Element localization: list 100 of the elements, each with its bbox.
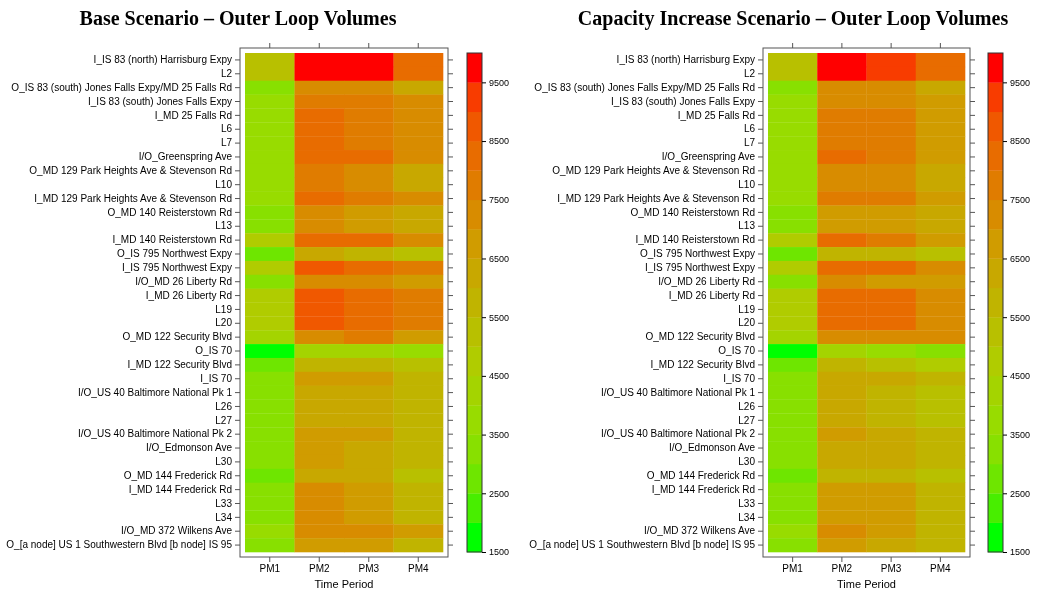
y-tick-label: I/O_US 40 Baltimore National Pk 1: [78, 386, 233, 398]
y-tick-label: L2: [220, 67, 233, 79]
y-tick-label: L13: [738, 220, 756, 232]
color-bar-label: 4500: [1010, 371, 1031, 382]
y-tick-label: I/O_MD 372 Wilkens Ave: [644, 525, 756, 537]
y-tick-label: I_IS 795 Northwest Expy: [121, 262, 232, 274]
y-tick-label: L20: [738, 317, 756, 329]
y-tick-label: L7: [220, 137, 233, 149]
y-tick-label: L10: [215, 178, 233, 190]
y-tick-label: I_IS 83 (south) Jones Falls Expy: [611, 95, 755, 107]
y-tick-label: I_IS 83 (north) Harrisburg Expy: [93, 54, 232, 66]
y-tick-label: O_MD 144 Frederick Rd: [123, 469, 232, 481]
y-tick-label: L6: [743, 123, 756, 135]
y-tick-label: I_MD 122 Security Blvd: [127, 359, 232, 371]
y-tick-label: L33: [215, 497, 233, 509]
x-axis-title: Time Period: [837, 578, 896, 590]
y-tick-label: I_MD 26 Liberty Rd: [145, 289, 232, 301]
y-tick-label: O_IS 70: [195, 345, 233, 357]
y-tick-label: L34: [738, 511, 756, 523]
y-tick-label: I/O_Greenspring Ave: [661, 151, 756, 163]
chart-title: Base Scenario – Outer Loop Volumes: [79, 7, 397, 30]
x-tick-label: PM1: [782, 563, 804, 575]
y-tick-label: L10: [738, 178, 756, 190]
y-tick-label: I_MD 144 Frederick Rd: [128, 483, 232, 495]
y-tick-label: I_IS 70: [200, 372, 233, 384]
y-tick-label: L26: [215, 400, 233, 412]
color-bar-label: 7500: [1010, 195, 1031, 206]
color-bar-label: 3500: [489, 429, 510, 440]
y-tick-label: I_IS 70: [723, 372, 756, 384]
color-bar-label: 5500: [1010, 312, 1031, 323]
y-tick-label: L6: [220, 123, 233, 135]
chart-title: Capacity Increase Scenario – Outer Loop Volumes: [577, 7, 1009, 30]
y-tick-label: L7: [743, 137, 756, 149]
x-tick-label: PM3: [358, 563, 380, 575]
y-tick-label: I_IS 83 (south) Jones Falls Expy: [88, 95, 232, 107]
y-tick-label: L13: [215, 220, 233, 232]
y-tick-label: L27: [215, 414, 233, 426]
y-tick-label: L33: [738, 497, 756, 509]
y-tick-label: I/O_MD 26 Liberty Rd: [658, 275, 755, 287]
y-tick-label: I/O_US 40 Baltimore National Pk 2: [78, 428, 233, 440]
y-tick-label: L19: [215, 303, 233, 315]
x-tick-label: PM2: [831, 563, 853, 575]
y-tick-label: I/O_MD 372 Wilkens Ave: [121, 525, 233, 537]
y-tick-label: O_MD 144 Frederick Rd: [646, 469, 755, 481]
color-bar-label: 9500: [1010, 77, 1031, 88]
x-tick-label: PM3: [880, 563, 902, 575]
color-bar-label: 1500: [489, 547, 510, 558]
y-tick-label: I_MD 26 Liberty Rd: [668, 289, 755, 301]
y-tick-label: L20: [215, 317, 233, 329]
y-tick-label: I_MD 25 Falls Rd: [677, 109, 755, 121]
y-tick-label: I_MD 129 Park Heights Ave & Stevenson Rd: [557, 192, 755, 204]
y-tick-label: O_IS 795 Northwest Expy: [639, 248, 755, 260]
color-bar-label: 3500: [1010, 429, 1031, 440]
y-tick-label: L30: [215, 456, 233, 468]
y-tick-label: O_[a node] US 1 Southwestern Blvd [b node] IS 95: [529, 539, 756, 551]
y-tick-label: I_IS 795 Northwest Expy: [644, 262, 755, 274]
y-tick-label: I_MD 140 Reisterstown Rd: [635, 234, 755, 246]
color-bar-label: 1500: [1010, 547, 1031, 558]
y-tick-label: I/O_US 40 Baltimore National Pk 1: [601, 386, 756, 398]
x-axis-title: Time Period: [314, 578, 374, 590]
y-tick-label: I_MD 129 Park Heights Ave & Stevenson Rd: [34, 192, 232, 204]
y-tick-label: O_IS 795 Northwest Expy: [116, 248, 232, 260]
y-tick-label: I_MD 122 Security Blvd: [650, 359, 755, 371]
color-bar-label: 8500: [1010, 136, 1031, 147]
y-tick-label: O_MD 122 Security Blvd: [122, 331, 232, 343]
y-tick-label: L27: [738, 414, 756, 426]
y-tick-label: L30: [738, 456, 756, 468]
y-tick-label: O_MD 140 Reisterstown Rd: [107, 206, 232, 218]
color-bar-label: 4500: [489, 371, 510, 382]
color-bar-label: 6500: [1010, 253, 1031, 264]
color-bar-label: 2500: [1010, 488, 1031, 499]
x-tick-label: PM1: [259, 563, 281, 575]
y-tick-label: O_MD 129 Park Heights Ave & Stevenson Rd: [29, 165, 232, 177]
color-bar-label: 2500: [489, 488, 510, 499]
y-tick-label: I/O_Edmonson Ave: [669, 442, 756, 454]
y-tick-label: I/O_MD 26 Liberty Rd: [135, 275, 232, 287]
color-bar-label: 9500: [489, 77, 510, 88]
y-tick-label: O_MD 122 Security Blvd: [645, 331, 755, 343]
y-tick-label: L2: [743, 67, 756, 79]
y-tick-label: O_IS 83 (south) Jones Falls Expy/MD 25 Falls Rd: [534, 81, 755, 93]
y-tick-label: I_MD 25 Falls Rd: [154, 109, 232, 121]
y-tick-label: O_MD 140 Reisterstown Rd: [630, 206, 755, 218]
color-bar-label: 8500: [489, 136, 510, 147]
y-tick-label: I/O_Greenspring Ave: [138, 151, 233, 163]
y-tick-label: O_[a node] US 1 Southwestern Blvd [b node] IS 95: [6, 539, 233, 551]
y-tick-label: I_MD 144 Frederick Rd: [651, 483, 755, 495]
y-tick-label: I/O_Edmonson Ave: [146, 442, 233, 454]
y-tick-label: O_IS 83 (south) Jones Falls Expy/MD 25 Falls Rd: [11, 81, 232, 93]
x-tick-label: PM2: [308, 563, 330, 575]
y-tick-label: O_MD 129 Park Heights Ave & Stevenson Rd: [552, 165, 755, 177]
color-bar-label: 6500: [489, 253, 510, 264]
y-tick-label: I_MD 140 Reisterstown Rd: [112, 234, 232, 246]
y-tick-label: L34: [215, 511, 233, 523]
x-tick-label: PM4: [930, 563, 952, 575]
y-tick-label: L19: [738, 303, 756, 315]
y-tick-label: L26: [738, 400, 756, 412]
x-tick-label: PM4: [407, 563, 429, 575]
y-tick-label: I_IS 83 (north) Harrisburg Expy: [616, 54, 755, 66]
color-bar-label: 7500: [489, 195, 510, 206]
y-tick-label: I/O_US 40 Baltimore National Pk 2: [601, 428, 756, 440]
